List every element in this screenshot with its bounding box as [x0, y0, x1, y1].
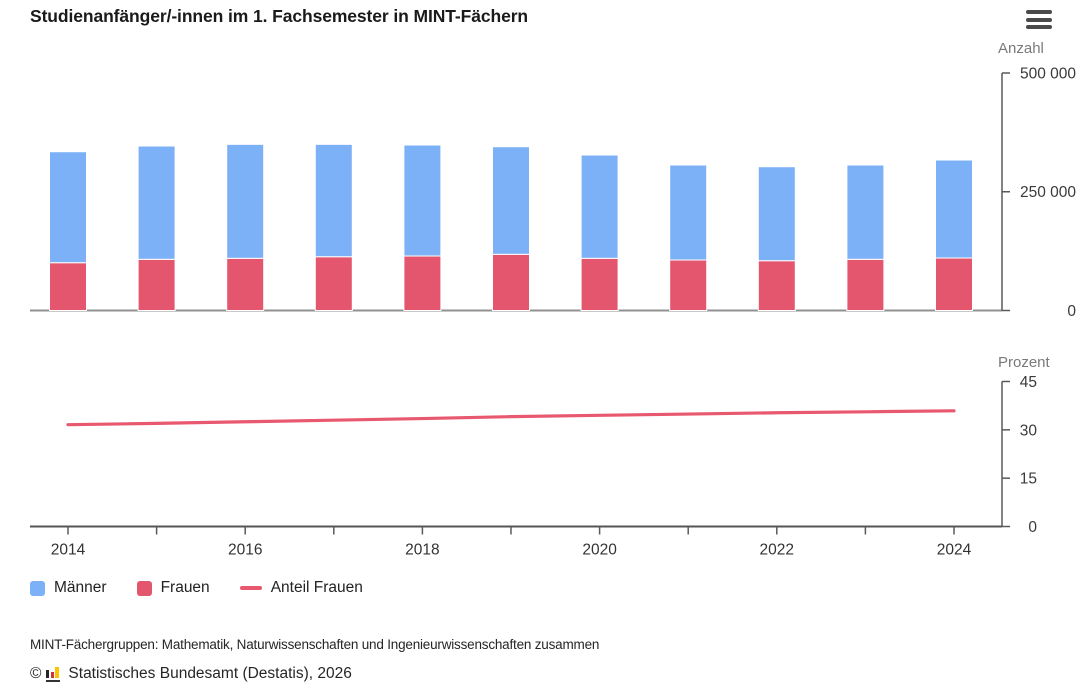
- bar-frauen-2024[interactable]: [935, 257, 973, 312]
- x-tick-label: 2014: [51, 541, 86, 558]
- x-tick-label: 2016: [228, 541, 262, 558]
- stacked-bars: [49, 143, 973, 312]
- bar-frauen-2021[interactable]: [669, 259, 708, 312]
- bar-frauen-2022[interactable]: [757, 260, 796, 311]
- bar-maenner-2024[interactable]: [935, 159, 973, 259]
- y-axis-prozent: 0 15 30 45 Prozent: [998, 354, 1051, 536]
- legend: Männer Frauen Anteil Frauen: [30, 579, 363, 597]
- legend-label: Anteil Frauen: [270, 579, 363, 596]
- bar-maenner-2017[interactable]: [314, 143, 353, 258]
- bar-frauen-2016[interactable]: [226, 257, 265, 311]
- bar-maenner-2016[interactable]: [226, 143, 265, 259]
- anteil-frauen-line[interactable]: [66, 409, 956, 427]
- legend-item-frauen[interactable]: Frauen: [136, 579, 210, 597]
- copyright-line: © Statistisches Bundesamt (Destatis), 20…: [30, 665, 352, 683]
- copyright-symbol: ©: [30, 665, 42, 682]
- y-axis-title: Prozent: [998, 354, 1051, 371]
- header: Studienanfänger/-innen im 1. Fachsemeste…: [30, 6, 1052, 33]
- bar-frauen-2020[interactable]: [580, 257, 619, 311]
- bar-frauen-2014[interactable]: [49, 262, 87, 311]
- bar-frauen-2019[interactable]: [492, 253, 530, 311]
- frauen-swatch-icon: [136, 580, 152, 596]
- bar-maenner-2014[interactable]: [49, 151, 87, 264]
- hamburger-menu-icon[interactable]: [1026, 6, 1052, 33]
- y-tick-label: 30: [1020, 422, 1038, 439]
- line-swatch-icon: [239, 585, 262, 591]
- y-tick-label: 0: [1067, 303, 1076, 320]
- x-tick-label: 2024: [937, 541, 972, 558]
- bar-maenner-2018[interactable]: [403, 144, 442, 257]
- bar-maenner-2021[interactable]: [669, 164, 708, 261]
- legend-item-anteil-frauen[interactable]: Anteil Frauen: [239, 579, 363, 597]
- y-axis-title: Anzahl: [998, 40, 1044, 57]
- bar-maenner-2020[interactable]: [580, 154, 619, 259]
- y-tick-label: 0: [1028, 519, 1037, 536]
- y-axis-anzahl: 0 250 000 500 000 Anzahl: [998, 40, 1076, 320]
- maenner-swatch-icon: [30, 580, 45, 596]
- y-tick-label: 250 000: [1020, 184, 1076, 201]
- x-tick-label: 2018: [405, 541, 439, 558]
- legend-label: Frauen: [160, 579, 210, 596]
- copyright-text: Statistisches Bundesamt (Destatis), 2026: [68, 665, 352, 682]
- bar-frauen-2023[interactable]: [846, 258, 885, 312]
- x-tick-label: 2020: [582, 541, 617, 558]
- legend-item-maenner[interactable]: Männer: [30, 579, 107, 597]
- bar-frauen-2015[interactable]: [137, 258, 176, 312]
- bar-maenner-2019[interactable]: [492, 146, 530, 255]
- x-axis: 2014 2016 2018 2020 2022 2024: [30, 525, 1002, 558]
- x-tick-label: 2022: [760, 541, 794, 558]
- y-tick-label: 15: [1020, 471, 1037, 488]
- bar-maenner-2022[interactable]: [757, 166, 796, 262]
- page-title: Studienanfänger/-innen im 1. Fachsemeste…: [30, 6, 529, 26]
- y-tick-label: 45: [1020, 374, 1037, 391]
- footnote: MINT-Fächergruppen: Mathematik, Naturwis…: [30, 637, 600, 652]
- y-tick-label: 500 000: [1020, 65, 1076, 82]
- bar-frauen-2017[interactable]: [314, 256, 353, 312]
- destatis-logo-icon: [46, 666, 62, 682]
- bar-maenner-2023[interactable]: [846, 164, 885, 260]
- bar-maenner-2015[interactable]: [137, 145, 176, 260]
- bar-frauen-2018[interactable]: [403, 255, 442, 311]
- legend-label: Männer: [54, 579, 107, 596]
